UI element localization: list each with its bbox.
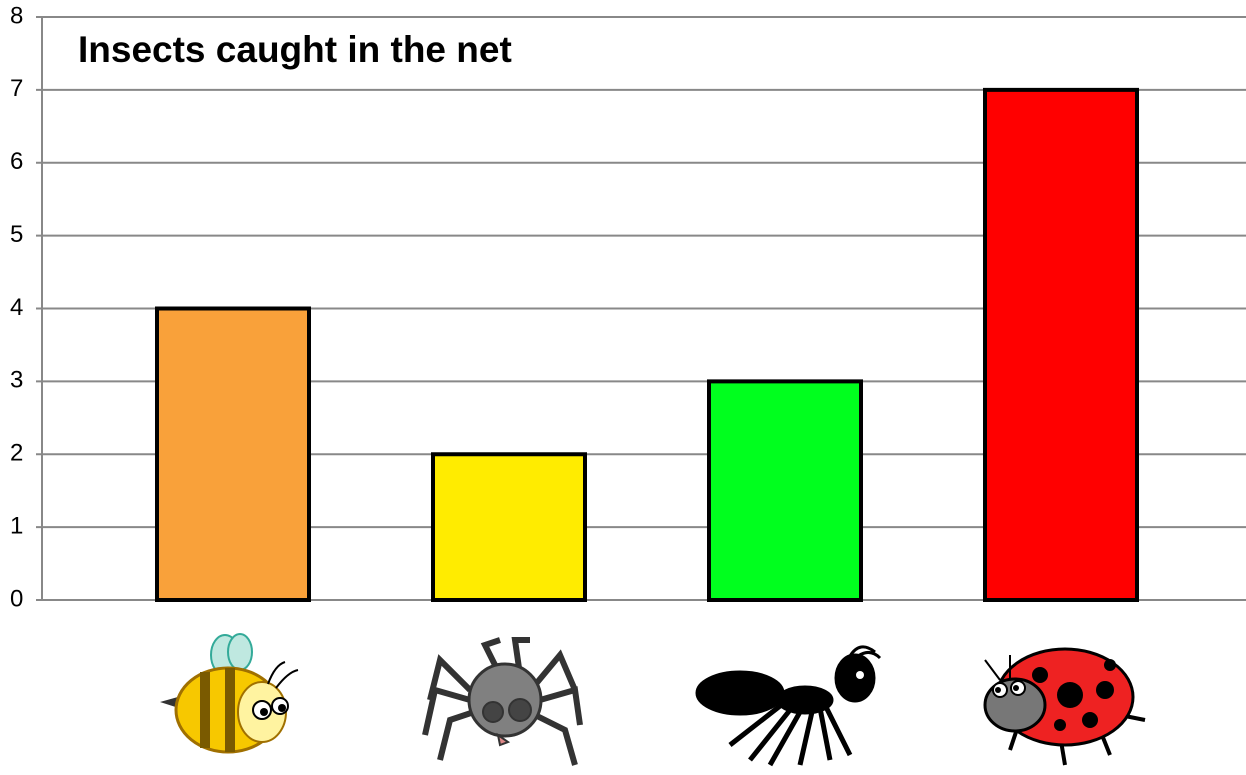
y-tick-label: 1 <box>10 512 23 539</box>
ant-icon <box>695 645 882 767</box>
y-tick-label: 2 <box>10 440 23 467</box>
bar <box>707 379 863 602</box>
y-tick-label: 0 <box>10 585 23 612</box>
y-tick-label: 5 <box>10 221 23 248</box>
bar <box>983 87 1139 602</box>
y-tick-label: 8 <box>10 2 23 29</box>
bar <box>155 306 311 602</box>
y-tick-label: 7 <box>10 75 23 102</box>
y-tick-label: 3 <box>10 367 23 394</box>
bee-icon <box>160 633 299 754</box>
spider-icon <box>422 637 583 766</box>
ladybug-icon <box>983 647 1146 766</box>
chart-title: Insects caught in the net <box>78 29 512 70</box>
y-tick-label: 4 <box>10 294 23 321</box>
bar <box>431 452 587 602</box>
y-tick-label: 6 <box>10 148 23 175</box>
